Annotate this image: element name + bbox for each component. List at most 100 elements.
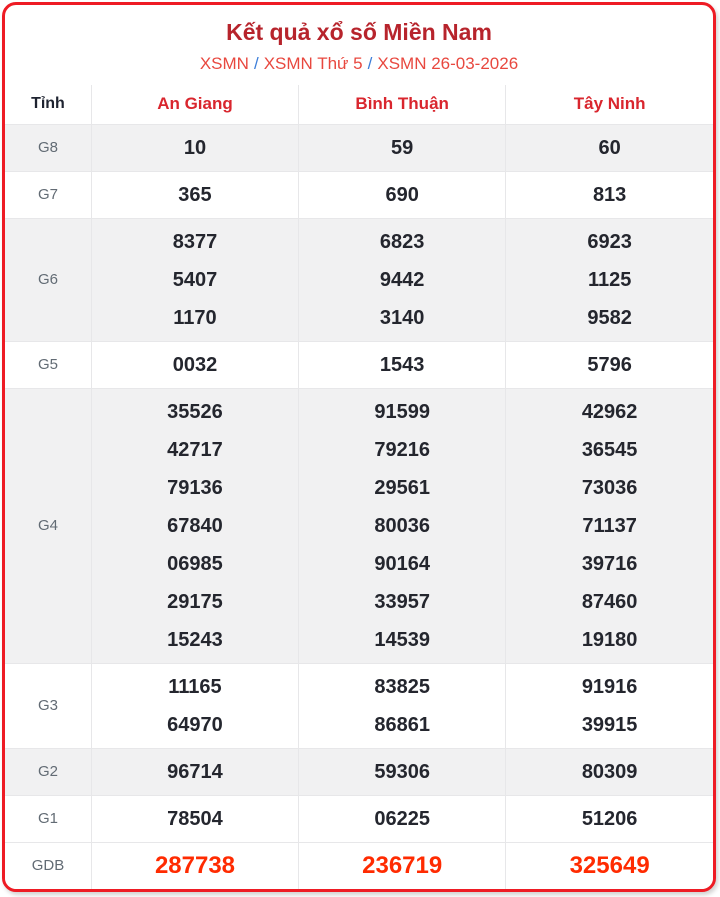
result-number: 42962	[581, 400, 638, 423]
prize-row-gdb: GDB 287738 236719 325649	[5, 841, 713, 889]
result-number: 80036	[374, 514, 430, 537]
result-number: 365	[178, 183, 212, 206]
result-cell: 35526 42717 79136 67840 06985 29175 15243	[90, 387, 300, 664]
result-cell: 0032	[90, 340, 300, 389]
result-number: 11165	[168, 675, 222, 698]
result-number: 287738	[154, 851, 236, 879]
result-number: 06225	[374, 807, 430, 830]
result-number: 36545	[581, 438, 638, 461]
result-cell: 91916 39915	[505, 662, 713, 749]
result-number: 96714	[167, 760, 223, 783]
result-number: 6823	[379, 230, 425, 253]
prize-row-g5: G5 0032 1543 5796	[5, 340, 713, 389]
result-number: 6923	[587, 230, 632, 253]
result-number: 87460	[581, 590, 638, 613]
prize-label: G8	[5, 123, 92, 172]
result-cell: 59	[298, 123, 507, 172]
result-number: 73036	[581, 476, 638, 499]
result-number: 51206	[581, 807, 638, 830]
result-cell: 91599 79216 29561 80036 90164 33957 14539	[298, 387, 507, 664]
prize-label: G4	[5, 387, 92, 664]
result-number: 64970	[167, 713, 223, 736]
result-number: 78504	[167, 807, 223, 830]
result-cell: 59306	[298, 747, 507, 796]
column-header-binh-thuan: Bình Thuận	[298, 84, 507, 125]
result-number: 60	[598, 136, 621, 159]
prize-row-g2: G2 96714 59306 80309	[5, 747, 713, 796]
result-number: 19180	[581, 628, 638, 651]
result-number: 79136	[167, 476, 223, 499]
result-number: 1543	[379, 353, 425, 376]
result-number: 813	[592, 183, 627, 206]
result-cell: 5796	[505, 340, 713, 389]
breadcrumb-link-xsmn-thu-5[interactable]: XSMN Thứ 5	[263, 53, 363, 73]
result-number: 83825	[374, 675, 430, 698]
result-number: 10	[183, 136, 207, 159]
result-cell: 236719	[298, 841, 507, 889]
result-number: 29175	[167, 590, 223, 613]
result-number: 91916	[581, 675, 638, 698]
page-title: Kết quả xổ số Miền Nam	[226, 19, 492, 45]
result-number: 80309	[581, 760, 638, 783]
prize-row-g8: G8 10 59 60	[5, 123, 713, 172]
result-number: 06985	[167, 552, 223, 575]
result-number: 42717	[167, 438, 223, 461]
breadcrumb: XSMN / XSMN Thứ 5/XSMN 26-03-2026	[5, 54, 713, 74]
result-cell: 11165 64970	[90, 662, 300, 749]
prize-label: G6	[5, 217, 92, 342]
result-number: 71137	[582, 514, 637, 537]
result-number: 690	[385, 183, 419, 206]
result-number: 59306	[374, 760, 430, 783]
result-cell: 6823 9442 3140	[298, 217, 507, 342]
result-number: 3140	[379, 306, 425, 329]
column-header-an-giang: An Giang	[90, 84, 300, 125]
result-number: 236719	[362, 851, 443, 879]
prize-label: G2	[5, 747, 92, 796]
result-cell: 813	[505, 170, 713, 219]
results-body: G8 10 59 60 G7 365 690 813 G6 8377 5407 1170 6823 944…	[5, 123, 713, 889]
result-cell: 06225	[298, 794, 507, 843]
result-number: 14539	[374, 628, 430, 651]
result-number: 79216	[374, 438, 430, 461]
result-number: 1170	[173, 306, 217, 329]
result-number: 67840	[167, 514, 223, 537]
result-number: 29561	[374, 476, 430, 499]
prize-label: GDB	[5, 841, 92, 889]
breadcrumb-link-xsmn-date[interactable]: XSMN 26-03-2026	[377, 53, 519, 73]
result-cell: 83825 86861	[298, 662, 507, 749]
prize-label: G7	[5, 170, 92, 219]
prize-row-g1: G1 78504 06225 51206	[5, 794, 713, 843]
result-cell: 60	[505, 123, 713, 172]
prize-row-g3: G3 11165 64970 83825 86861 91916 39915	[5, 662, 713, 749]
header-row: Tỉnh An Giang Bình Thuận Tây Ninh	[5, 84, 713, 125]
prize-label: G1	[5, 794, 92, 843]
result-number: 0032	[172, 353, 218, 376]
prize-label: G5	[5, 340, 92, 389]
result-cell: 78504	[90, 794, 300, 843]
result-number: 91599	[374, 400, 430, 423]
result-number: 9582	[587, 306, 632, 329]
result-cell: 51206	[505, 794, 713, 843]
result-number: 35526	[167, 400, 223, 423]
result-cell: 325649	[505, 841, 713, 889]
column-header-tay-ninh: Tây Ninh	[505, 84, 713, 125]
result-number: 1125	[587, 268, 632, 291]
result-cell: 10	[90, 123, 300, 172]
result-cell: 365	[90, 170, 300, 219]
result-cell: 80309	[505, 747, 713, 796]
breadcrumb-link-xsmn[interactable]: XSMN	[199, 53, 249, 73]
result-cell: 8377 5407 1170	[90, 217, 300, 342]
results-table: Tỉnh An Giang Bình Thuận Tây Ninh G8 10 59…	[5, 84, 713, 889]
result-number: 39915	[581, 713, 638, 736]
result-number: 33957	[374, 590, 430, 613]
result-number: 15243	[167, 628, 223, 651]
prize-row-g6: G6 8377 5407 1170 6823 9442 3140 6923 1125 9582	[5, 217, 713, 342]
prize-row-g7: G7 365 690 813	[5, 170, 713, 219]
result-number: 8377	[172, 230, 218, 253]
result-cell: 690	[298, 170, 507, 219]
result-number: 39716	[581, 552, 638, 575]
breadcrumb-separator: /	[367, 53, 373, 73]
result-number: 90164	[374, 552, 430, 575]
result-cell: 287738	[90, 841, 300, 889]
